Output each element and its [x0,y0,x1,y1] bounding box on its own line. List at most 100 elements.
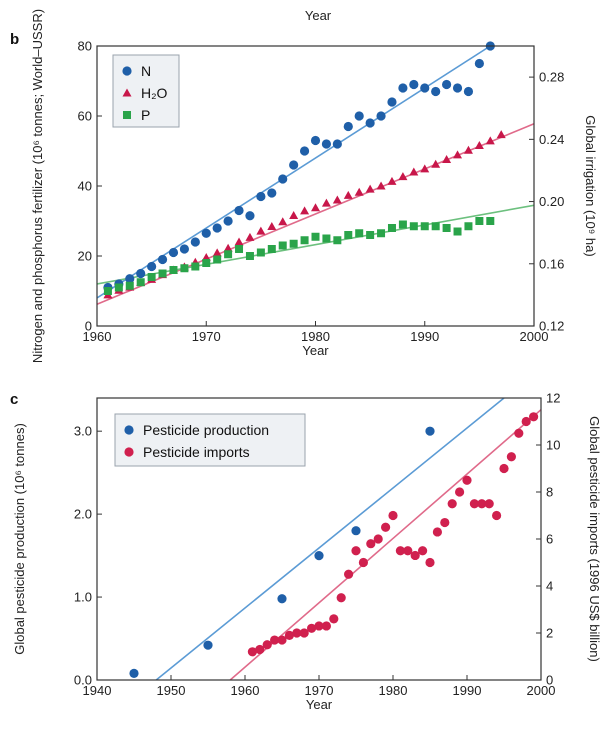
data-point [376,181,386,190]
x-tick-label: 1980 [301,329,330,344]
panel-letter: c [10,391,18,408]
data-point [420,83,430,93]
legend-marker [122,88,132,97]
data-point [212,223,222,233]
data-point [432,527,442,537]
series-points [247,412,539,657]
data-point [453,150,463,159]
legend: N H₂O P [112,54,180,128]
data-point [300,206,310,215]
data-point [203,640,213,650]
data-point [212,248,222,257]
x-tick-label: 1990 [410,329,439,344]
legend-marker [122,66,132,76]
x-tick-label: 1960 [231,683,260,698]
data-point [409,167,419,176]
data-point [366,231,375,239]
data-point [278,241,287,250]
fit-line [97,123,534,305]
x-tick-label: 1960 [83,329,112,344]
y-tick-label: 0 [85,319,92,334]
top-year-label: Year [305,8,332,23]
data-point [409,79,419,90]
legend-marker [124,447,134,457]
data-point [365,118,375,128]
panel-letter: b [10,31,19,48]
data-point [314,550,324,561]
y2-tick-label: 0 [546,673,553,688]
data-point [224,250,233,259]
data-point [455,487,465,497]
data-point [223,243,233,252]
data-point [373,534,383,544]
data-point [354,187,364,196]
data-point [147,273,156,281]
x-tick-label: 1990 [453,683,482,698]
data-point [332,139,342,149]
data-point [395,546,405,556]
y2-tick-label: 12 [546,391,560,406]
x-tick-label: 1970 [192,329,221,344]
data-point [431,159,441,168]
data-point [365,184,375,193]
legend-label: H₂O [141,85,168,101]
data-point [333,236,342,245]
x-tick-label: 1940 [83,683,112,698]
data-point [255,644,265,655]
y2-tick-label: 0.12 [539,319,564,334]
data-point [409,222,418,231]
data-point [213,255,222,264]
data-point [292,628,302,638]
data-point [387,97,397,107]
y-tick-label: 3.0 [74,424,92,439]
data-point [336,593,346,603]
legend-marker [123,111,131,119]
y-tick-label: 60 [78,109,92,124]
data-point [499,463,509,474]
data-point [506,452,516,462]
data-point [125,274,135,284]
x-tick-label: 2000 [527,683,556,698]
data-point [191,262,200,271]
data-point [486,217,495,225]
data-point [201,228,211,238]
y2-tick-label: 0.24 [539,132,564,147]
data-point [267,245,276,253]
data-point [321,139,332,149]
data-point [453,227,462,236]
data-point [418,546,428,556]
data-point [477,499,487,509]
data-point [136,278,145,287]
data-point [377,229,386,238]
data-point [256,248,265,257]
data-point [267,188,277,198]
legend-label: Pesticide imports [143,444,250,460]
panel-c-chart: 1940 1950 1960 1970 1980 1990 2000 0.0 1.0 2.0 3.0… [10,391,602,713]
data-point [234,237,244,246]
data-point [234,205,244,216]
data-point [311,232,320,241]
data-point [464,222,473,231]
data-point [270,635,280,645]
y2-axis-label: Global irrigation (10⁹ ha) [583,115,598,256]
data-point [431,222,440,231]
y2-tick-label: 2 [546,626,553,641]
data-point [190,237,200,247]
data-point [474,141,484,150]
data-point [321,621,331,631]
y2-tick-label: 0.28 [539,70,564,85]
data-point [284,630,294,640]
fit-lines [155,398,541,680]
data-point [235,245,244,253]
data-point [157,254,168,265]
data-point [289,160,299,170]
data-point [136,268,146,279]
data-point [355,229,364,238]
y2-tick-label: 4 [546,579,553,594]
series-points [103,217,495,295]
data-point [354,111,364,121]
data-point [310,135,321,146]
y-tick-label: 80 [78,39,92,54]
data-point [314,621,324,631]
y-tick-label: 0.0 [74,673,92,688]
